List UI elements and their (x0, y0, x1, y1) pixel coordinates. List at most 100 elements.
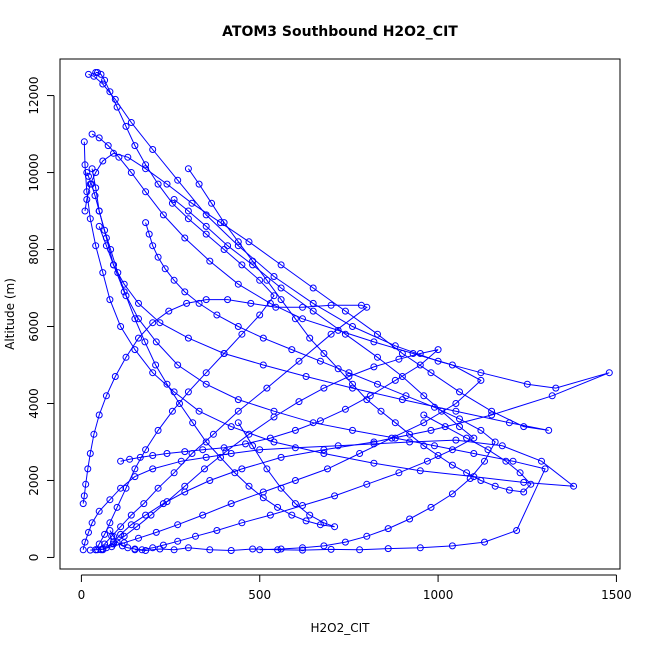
data-point (184, 165, 192, 173)
data-point (256, 446, 264, 454)
data-point (302, 373, 310, 380)
data-point (154, 180, 162, 188)
data-point (456, 388, 463, 396)
data-point (159, 541, 167, 549)
data-point (505, 486, 513, 494)
data-point (174, 537, 182, 545)
data-point (202, 453, 210, 461)
data-point (224, 296, 232, 304)
y-tick-label: 6000 (27, 311, 41, 342)
x-axis: 0 500 1000 1500 (78, 574, 632, 602)
x-tick-label: 0 (78, 588, 86, 602)
data-point (431, 442, 438, 450)
y-axis: 0 2000 4000 6000 8000 10000 12000 (27, 76, 55, 561)
data-point (270, 438, 278, 446)
data-point (416, 467, 424, 475)
data-point (363, 532, 371, 540)
data-point (259, 494, 267, 502)
series-layer (79, 69, 613, 554)
data-point (220, 219, 228, 227)
data-point (217, 219, 224, 227)
data-point (270, 292, 278, 300)
data-point (363, 480, 371, 488)
data-point (95, 134, 103, 142)
data-point (170, 196, 178, 203)
data-point (291, 444, 299, 452)
data-point (202, 230, 210, 238)
data-point (135, 534, 142, 542)
data-point (391, 419, 399, 427)
data-point (127, 511, 135, 519)
data-point (545, 426, 553, 434)
data-point (363, 303, 371, 311)
data-point (477, 376, 485, 384)
data-point (277, 545, 285, 553)
data-point (502, 457, 510, 465)
data-point (206, 546, 214, 554)
data-point (110, 149, 117, 157)
data-point (320, 450, 328, 457)
data-point (188, 199, 196, 207)
data-point (202, 222, 210, 230)
data-point (605, 369, 613, 377)
data-point (516, 469, 524, 477)
data-point (320, 446, 328, 454)
data-point (552, 384, 560, 392)
data-point (181, 288, 189, 296)
data-point (247, 299, 255, 307)
data-point (163, 380, 171, 388)
data-point (402, 392, 410, 400)
data-point (431, 403, 438, 411)
data-point (120, 280, 128, 288)
data-point (174, 521, 182, 529)
data-point (131, 315, 139, 323)
data-point (259, 334, 267, 342)
data-point (452, 407, 460, 415)
data-point (189, 419, 197, 427)
data-point (484, 446, 492, 454)
data-point (320, 519, 328, 527)
data-point (234, 238, 242, 246)
data-point (88, 519, 96, 527)
data-point (117, 523, 125, 531)
data-point (498, 442, 506, 450)
data-point (165, 307, 173, 315)
data-point (195, 407, 203, 415)
data-point (124, 153, 132, 161)
data-point (120, 288, 128, 296)
data-point (85, 172, 92, 180)
data-point (452, 400, 460, 407)
data-point (87, 180, 95, 188)
data-point (117, 530, 125, 538)
data-point (199, 446, 207, 454)
data-point (420, 442, 428, 450)
series-line (88, 73, 610, 551)
series-line (91, 168, 546, 552)
data-point (199, 511, 207, 519)
data-point (448, 446, 456, 454)
data-point (99, 80, 107, 88)
data-point (104, 142, 112, 150)
series-line (86, 172, 335, 528)
data-point (113, 103, 121, 111)
data-point (384, 545, 392, 553)
data-point (234, 280, 242, 288)
data-point (423, 457, 431, 465)
data-point (538, 457, 545, 465)
y-tick-label: 12000 (27, 76, 41, 114)
data-point (97, 70, 105, 78)
data-point (366, 392, 374, 400)
data-point (91, 192, 99, 200)
series-line (84, 152, 549, 431)
data-point (83, 169, 91, 176)
data-point (111, 373, 119, 380)
data-point (159, 211, 167, 219)
data-point (548, 392, 556, 400)
data-point (272, 303, 280, 311)
data-point (327, 545, 335, 553)
data-point (391, 376, 399, 384)
data-point (86, 450, 94, 457)
data-point (149, 452, 157, 459)
data-point (477, 426, 485, 434)
